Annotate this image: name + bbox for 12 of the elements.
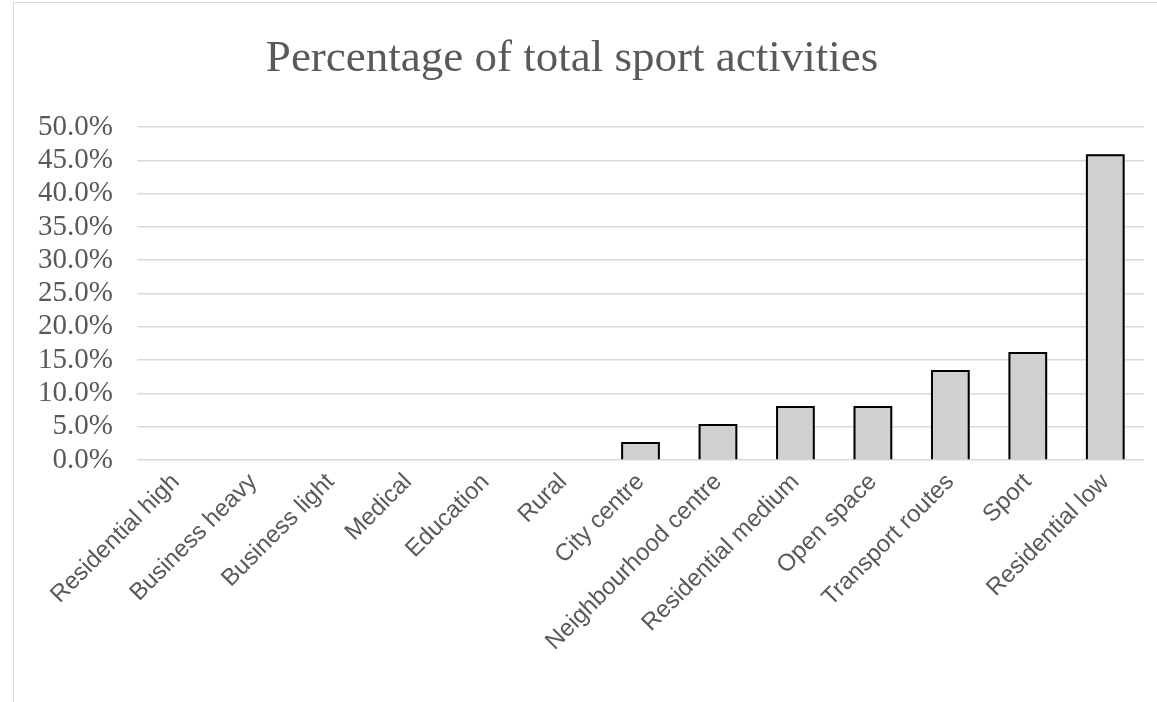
y-tick-label: 10.0%	[38, 375, 113, 408]
y-tick-label: 20.0%	[38, 308, 113, 341]
chart-title: Percentage of total sport activities	[265, 30, 879, 81]
y-tick-label: 35.0%	[38, 208, 113, 241]
y-tick-label: 50.0%	[38, 108, 113, 141]
y-tick-label: 40.0%	[38, 175, 113, 208]
y-tick-label: 0.0%	[52, 441, 113, 474]
y-tick-label: 15.0%	[38, 341, 113, 374]
y-tick-label: 25.0%	[38, 275, 113, 308]
y-tick-label: 30.0%	[38, 241, 113, 274]
y-tick-label: 5.0%	[52, 408, 113, 441]
y-tick-label: 45.0%	[38, 141, 113, 174]
